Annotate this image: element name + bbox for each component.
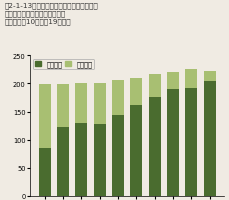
Bar bbox=[75, 124, 87, 196]
Bar bbox=[204, 72, 215, 196]
Bar bbox=[112, 81, 124, 196]
Bar bbox=[57, 85, 69, 196]
Bar bbox=[185, 89, 197, 196]
Bar bbox=[204, 82, 215, 196]
Legend: 達成局数, 有効局数: 達成局数, 有効局数 bbox=[33, 59, 94, 70]
Bar bbox=[149, 75, 161, 196]
Bar bbox=[94, 124, 106, 196]
Bar bbox=[39, 148, 51, 196]
Bar bbox=[185, 69, 197, 196]
Bar bbox=[39, 85, 51, 196]
Bar bbox=[167, 90, 179, 196]
Bar bbox=[167, 72, 179, 196]
Bar bbox=[149, 97, 161, 196]
Bar bbox=[130, 78, 142, 196]
Bar bbox=[112, 116, 124, 196]
Text: 図2-1-13　対策地域における二酸化窒素の
環境基準達成状況の推移（自排
局）（平成10年度～19年度）: 図2-1-13 対策地域における二酸化窒素の 環境基準達成状況の推移（自排 局）… bbox=[5, 2, 98, 25]
Bar bbox=[57, 127, 69, 196]
Bar bbox=[94, 84, 106, 196]
Bar bbox=[130, 106, 142, 196]
Bar bbox=[75, 84, 87, 196]
